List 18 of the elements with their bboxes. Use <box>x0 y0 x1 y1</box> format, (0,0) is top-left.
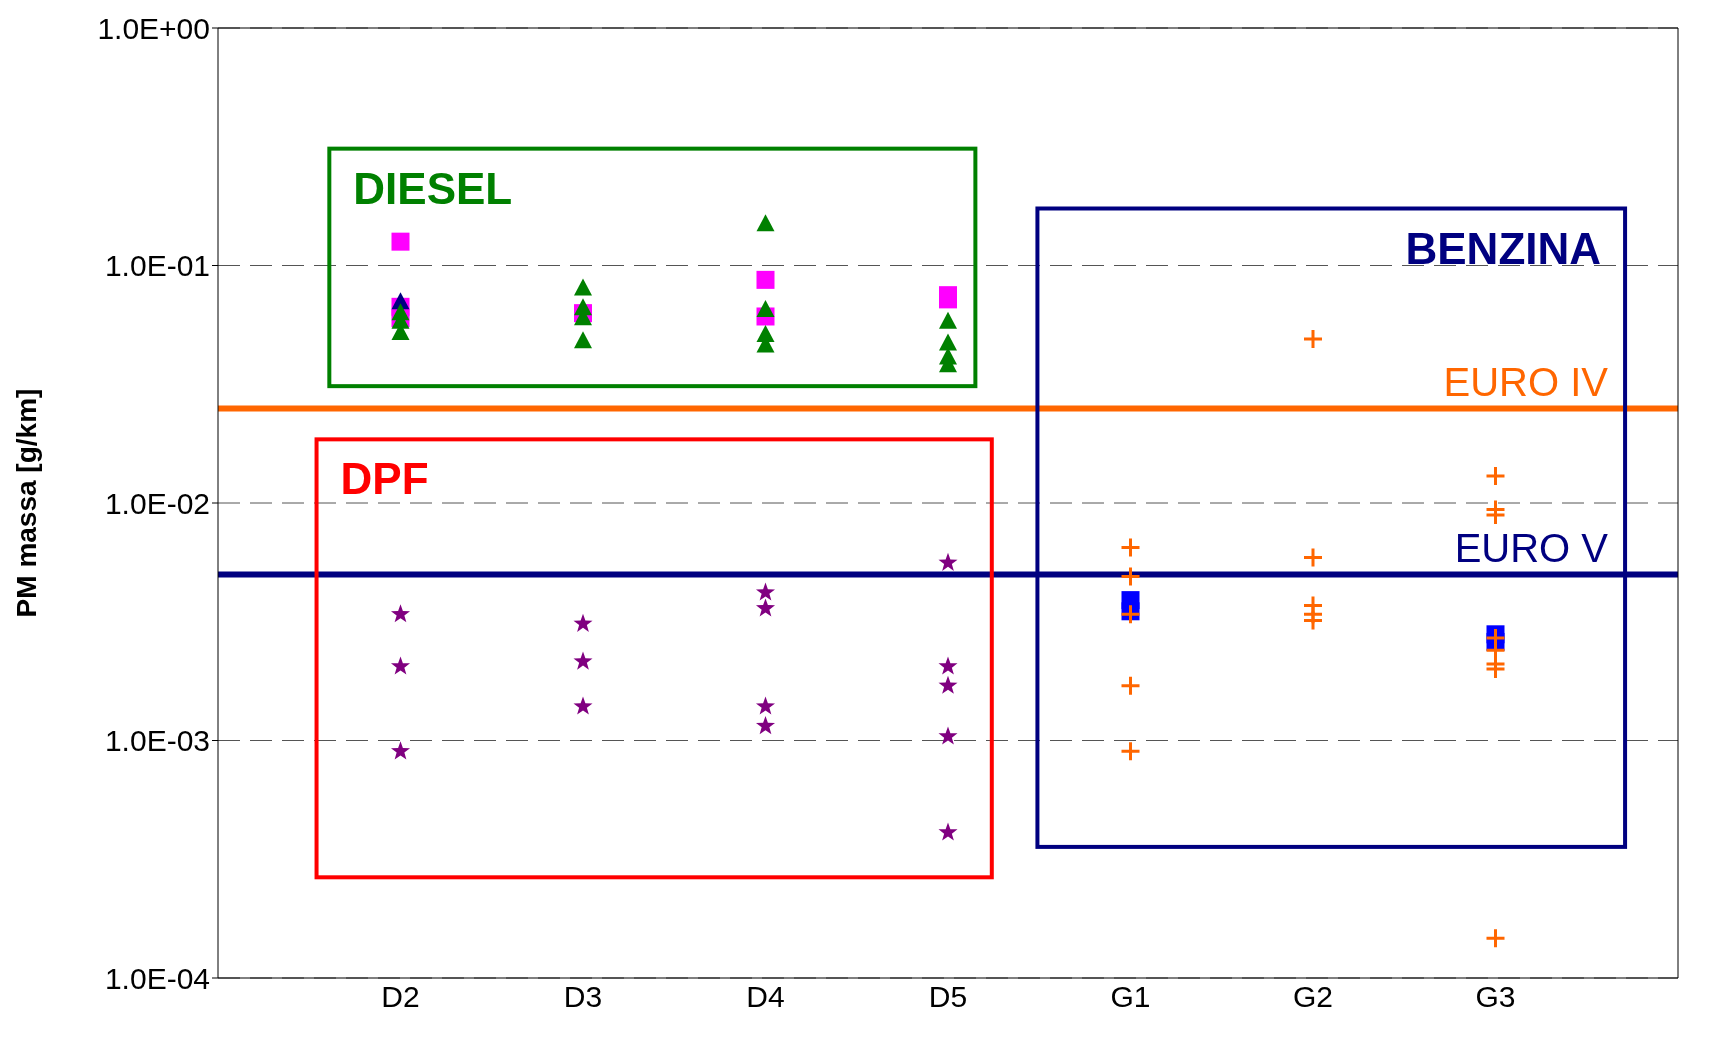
x-tick-label: G3 <box>1475 980 1516 1014</box>
y-tick-label: 1.0E-02 <box>104 486 210 520</box>
x-tick-label: G1 <box>1110 980 1151 1014</box>
y-tick-label: 1.0E+00 <box>97 11 210 45</box>
ref-line-label: EURO V <box>1454 526 1609 571</box>
y-tick-label: 1.0E-01 <box>104 249 210 283</box>
x-tick-label: D2 <box>381 980 420 1014</box>
y-axis-title: PM massa [g/km] <box>10 388 42 618</box>
x-tick-label: D3 <box>563 980 603 1014</box>
x-tick-label: D5 <box>928 980 968 1014</box>
x-tick-label: G2 <box>1292 980 1334 1014</box>
annotation: BENZINA <box>1405 223 1602 273</box>
annotation: DIESEL <box>353 163 513 213</box>
annotation: DPF <box>340 454 429 504</box>
x-tick-label: D4 <box>746 980 785 1014</box>
y-tick-label: 1.0E-03 <box>104 724 210 758</box>
y-tick-label: 1.0E-04 <box>104 961 210 995</box>
ref-line-label: EURO IV <box>1443 360 1609 405</box>
